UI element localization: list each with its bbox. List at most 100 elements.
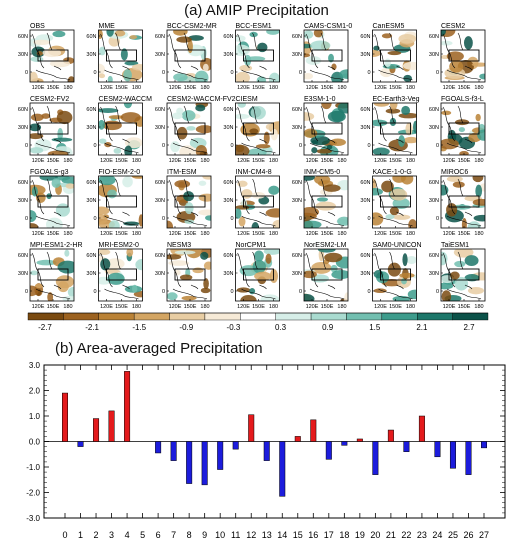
precip-field (30, 249, 74, 301)
precip-blob (441, 138, 459, 150)
precip-blob (402, 61, 417, 70)
lon-tick-label: 150E (252, 231, 265, 237)
lat-tick-label: 0 (299, 70, 302, 76)
x-tick-label: 14 (277, 530, 287, 540)
panel-frame (372, 248, 417, 302)
lat-tick-label: 60N (360, 180, 370, 186)
precip-blob (458, 127, 466, 133)
lon-tick-label: 120E (443, 231, 456, 237)
coastline (122, 284, 130, 290)
lon-tick-label: 180 (337, 304, 346, 310)
precip-blob (240, 294, 257, 301)
coastline (190, 65, 199, 71)
lat-tick-label: 30N (223, 271, 233, 277)
precip-blob (252, 259, 266, 274)
colorbar-tick-label: -1.5 (132, 323, 146, 332)
precip-blob (170, 141, 180, 153)
x-tick-label: 12 (246, 530, 256, 540)
precip-field (372, 103, 417, 155)
precip-blob (171, 112, 183, 120)
bar (108, 410, 115, 442)
precip-blob (441, 282, 454, 290)
precip-blob (304, 220, 322, 228)
lon-tick-label: 120E (169, 304, 182, 310)
lat-tick-label: 60N (155, 253, 165, 259)
lat-tick-label: 30N (155, 271, 165, 277)
precip-blob (30, 270, 38, 276)
panel-frame (235, 29, 280, 83)
lat-tick-label: 0 (25, 70, 28, 76)
panel-frame (98, 175, 143, 229)
precip-blob (249, 128, 259, 134)
precip-blob (30, 285, 39, 297)
lon-tick-label: 180 (63, 158, 72, 164)
bar (186, 441, 193, 484)
precip-blob (107, 75, 113, 82)
coastline (35, 142, 71, 154)
lat-tick-label: 0 (367, 216, 370, 222)
panel-label: INM-CM4-8 (236, 169, 272, 176)
precip-blob (98, 138, 107, 144)
precip-blob (122, 176, 133, 188)
precip-blob (114, 30, 126, 37)
title-area-averaged: (b) Area-averaged Precipitation (55, 340, 263, 357)
lon-tick-label: 180 (63, 231, 72, 237)
coastline (309, 215, 345, 227)
precip-blob (168, 260, 190, 266)
precip-blob (98, 73, 106, 79)
lon-tick-label: 120E (374, 158, 387, 164)
x-tick-label: 11 (231, 530, 240, 540)
coastline (389, 251, 395, 270)
precip-blob (181, 110, 196, 121)
colorbar-swatch (417, 312, 453, 321)
panel-frame (372, 175, 417, 229)
lon-tick-label: 180 (200, 158, 209, 164)
precip-blob (30, 113, 44, 122)
panel-label: OBS (30, 23, 45, 30)
region-box (243, 268, 274, 281)
region-box (174, 49, 206, 62)
precip-blob (256, 76, 267, 82)
coastline (122, 211, 130, 217)
precip-blob (392, 214, 411, 220)
precip-blob (106, 258, 125, 270)
precip-field (235, 180, 280, 228)
precip-blob (402, 253, 408, 267)
bar (356, 438, 363, 442)
lat-tick-label: 30N (292, 125, 302, 131)
region-box (243, 49, 274, 62)
precip-blob (441, 30, 446, 37)
x-tick-label: 2 (94, 530, 99, 540)
precip-blob (344, 292, 348, 301)
coastline (53, 284, 62, 290)
precip-field (304, 176, 348, 228)
precip-blob (52, 30, 66, 38)
lon-tick-label: 120E (443, 85, 456, 91)
precip-blob (56, 110, 73, 125)
precip-blob (34, 283, 44, 289)
lat-tick-label: 60N (18, 180, 28, 186)
precip-blob (200, 251, 209, 260)
precip-blob (406, 255, 417, 265)
lat-tick-label: 60N (292, 34, 302, 40)
precip-blob (372, 212, 384, 226)
coastline (53, 211, 62, 217)
precip-blob (263, 249, 280, 255)
lon-tick-label: 180 (406, 304, 415, 310)
lat-tick-label: 60N (18, 253, 28, 259)
coastline (115, 251, 121, 270)
coastline (320, 178, 327, 197)
bar (170, 441, 177, 461)
precip-blob (446, 176, 463, 183)
coastline (320, 105, 327, 124)
lon-tick-label: 150E (115, 304, 128, 310)
title-amip: (a) AMIP Precipitation (184, 2, 329, 19)
lon-tick-label: 120E (32, 85, 45, 91)
precip-blob (268, 72, 280, 82)
precip-blob (235, 35, 246, 42)
coastline (252, 251, 258, 270)
lon-tick-label: 180 (200, 231, 209, 237)
bar (232, 441, 239, 450)
